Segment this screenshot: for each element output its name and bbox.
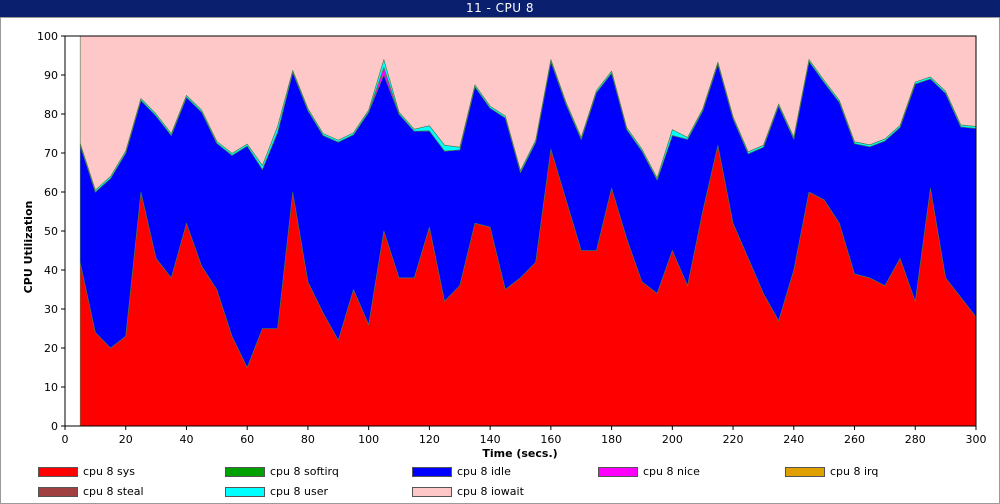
x-tick-label: 240 [783,433,804,446]
y-tick-label: 20 [44,342,58,355]
x-tick-label: 300 [966,433,987,446]
y-tick-label: 60 [44,186,58,199]
y-tick-label: 10 [44,381,58,394]
x-tick-label: 160 [540,433,561,446]
x-tick-label: 60 [240,433,254,446]
y-tick-label: 0 [51,420,58,433]
legend-item: cpu 8 sys [38,466,135,480]
legend-label: cpu 8 steal [83,485,144,498]
legend-item: cpu 8 nice [598,466,700,480]
x-axis-label: Time (secs.) [482,447,557,460]
x-tick-label: 20 [119,433,133,446]
legend-label: cpu 8 nice [643,465,700,478]
y-tick-label: 30 [44,303,58,316]
y-tick-label: 40 [44,264,58,277]
y-tick-label: 90 [44,69,58,82]
y-tick-label: 50 [44,225,58,238]
x-tick-label: 80 [301,433,315,446]
y-tick-label: 100 [37,30,58,43]
legend-item: cpu 8 idle [412,466,511,480]
x-tick-label: 120 [419,433,440,446]
legend-label: cpu 8 idle [457,465,511,478]
legend-swatch [38,467,78,477]
legend-swatch [598,467,638,477]
x-tick-label: 100 [358,433,379,446]
legend-swatch [38,487,78,497]
y-tick-label: 70 [44,147,58,160]
legend-label: cpu 8 irq [830,465,879,478]
legend-item: cpu 8 irq [785,466,878,480]
legend-swatch [225,487,265,497]
legend-label: cpu 8 softirq [270,465,339,478]
legend-item: cpu 8 softirq [225,466,339,480]
chart-areas [79,35,977,427]
x-tick-label: 200 [662,433,683,446]
x-tick-label: 180 [601,433,622,446]
x-tick-label: 220 [723,433,744,446]
chart-legend: cpu 8 sys cpu 8 softirq cpu 8 idle cpu 8 ni… [0,462,1000,502]
x-tick-label: 280 [905,433,926,446]
legend-item: cpu 8 user [225,486,328,500]
cpu-utilization-chart: 0 10 20 30 40 50 60 70 80 90 100 0 20 40 60 80 100 120 140… [22,30,987,460]
y-tick-label: 80 [44,108,58,121]
legend-swatch [225,467,265,477]
window-title: 11 - CPU 8 [0,0,1000,17]
chart-axes: 0 10 20 30 40 50 60 70 80 90 100 0 20 40 60 80 100 120 140… [37,30,987,446]
legend-swatch [785,467,825,477]
x-tick-label: 40 [179,433,193,446]
y-axis-label: CPU Utilization [22,201,35,294]
x-tick-label: 0 [62,433,69,446]
legend-label: cpu 8 iowait [457,485,524,498]
legend-swatch [412,487,452,497]
legend-label: cpu 8 user [270,485,328,498]
legend-label: cpu 8 sys [83,465,135,478]
legend-swatch [412,467,452,477]
x-tick-label: 140 [480,433,501,446]
legend-item: cpu 8 steal [38,486,144,500]
x-tick-label: 260 [844,433,865,446]
legend-item: cpu 8 iowait [412,486,524,500]
